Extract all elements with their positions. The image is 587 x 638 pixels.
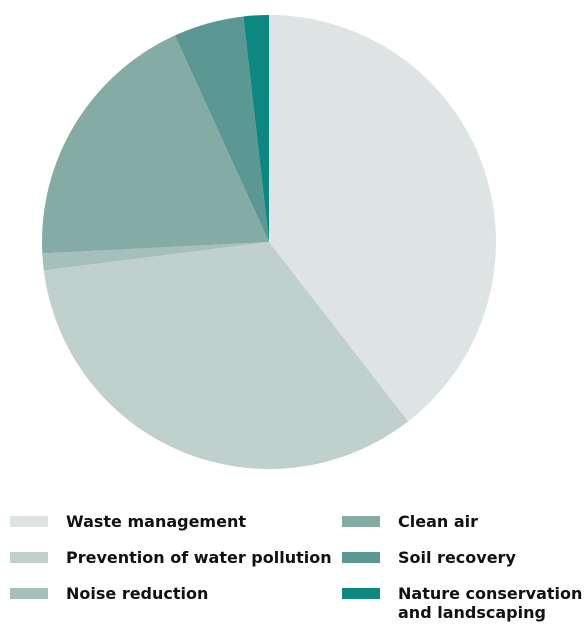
pie-slice-prevention-of-water-pollution xyxy=(43,242,409,469)
legend: Waste management Prevention of water pol… xyxy=(0,512,587,638)
legend-swatch-prevention-of-water-pollution xyxy=(10,552,48,563)
pie-slice-waste-management xyxy=(269,15,496,422)
pie-slice-soil-recovery xyxy=(174,16,269,243)
legend-swatch-clean-air xyxy=(342,516,380,527)
legend-swatch-noise-reduction xyxy=(10,588,48,599)
legend-label-clean-air: Clean air xyxy=(398,512,479,531)
legend-swatch-soil-recovery xyxy=(342,552,380,563)
legend-label-waste-management: Waste management xyxy=(66,512,246,531)
legend-label-soil-recovery: Soil recovery xyxy=(398,548,516,567)
pie-slice-nature-conservation-and-landscaping xyxy=(243,15,269,242)
pie-slice-noise-reduction xyxy=(42,242,269,271)
pie-chart xyxy=(42,15,496,469)
legend-label-noise-reduction: Noise reduction xyxy=(66,584,209,603)
legend-swatch-waste-management xyxy=(10,516,48,527)
pie-slice-clean-air xyxy=(42,35,269,254)
legend-label-nature-conservation: Nature conservation and landscaping xyxy=(398,584,583,622)
legend-swatch-nature-conservation xyxy=(342,588,380,599)
legend-label-prevention-of-water-pollution: Prevention of water pollution xyxy=(66,548,332,567)
